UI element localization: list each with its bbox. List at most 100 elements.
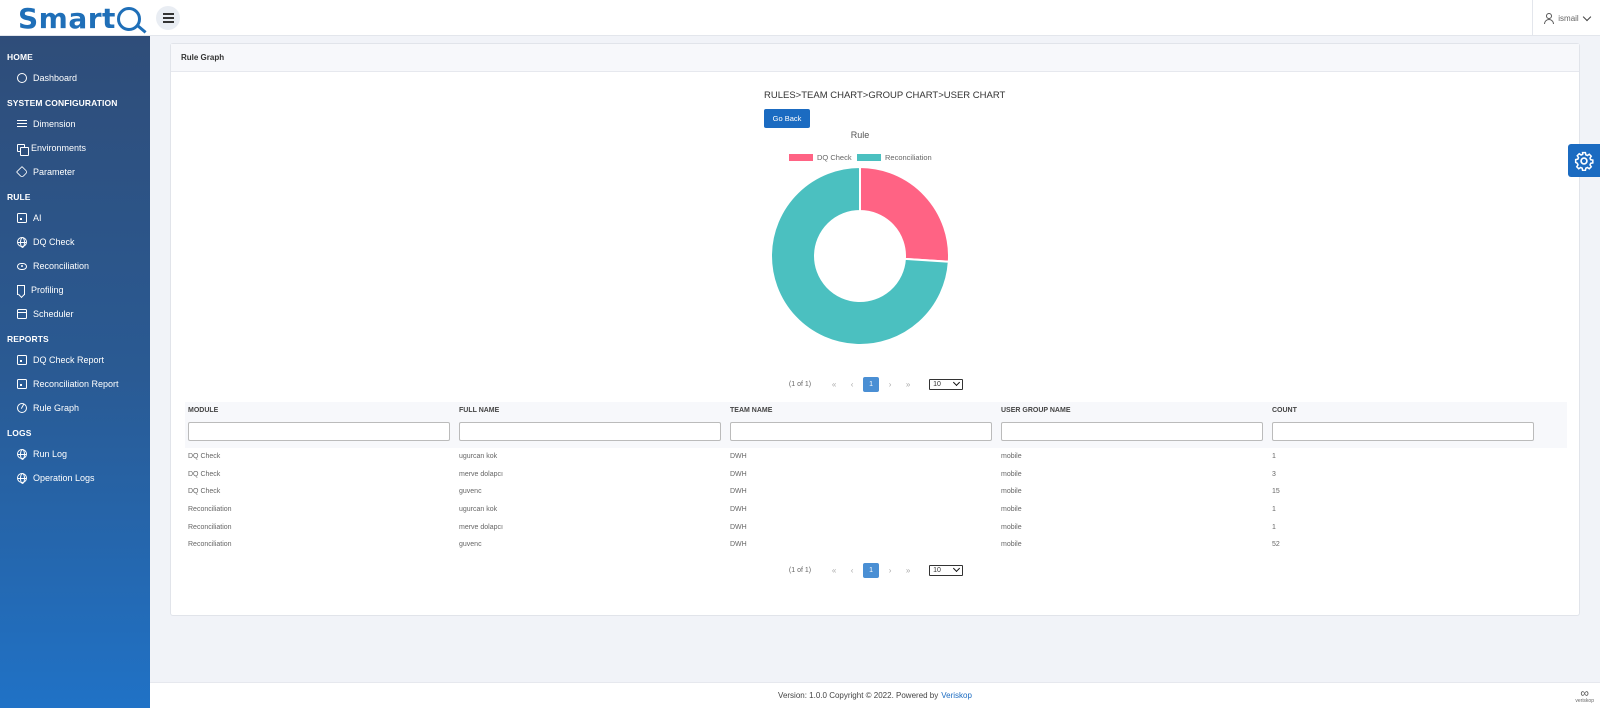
table-cell: mobile <box>1001 523 1022 531</box>
column-header[interactable]: FULL NAME <box>459 407 500 414</box>
column-filter-input[interactable] <box>459 422 721 441</box>
table-cell: 1 <box>1272 506 1276 514</box>
sidebar-item-label: Dashboard <box>33 73 78 83</box>
chevron-down-icon <box>1582 12 1591 21</box>
sidebar-item-label: Run Log <box>33 449 68 459</box>
table-row[interactable]: DQ Check guvenc DWH mobile 15 <box>185 483 1567 501</box>
column-header[interactable]: USER GROUP NAME <box>1001 407 1071 414</box>
chart-pie-icon <box>17 403 27 413</box>
bookmark-icon <box>17 285 25 295</box>
column-filter-input[interactable] <box>1001 422 1263 441</box>
first-page-button[interactable]: « <box>831 379 837 389</box>
sidebar: HOME Dashboard SYSTEM CONFIGURATION Dimensi… <box>0 36 150 708</box>
rows-per-page-select[interactable]: 10 <box>929 378 964 390</box>
sidebar-item-dashboard[interactable]: Dashboard <box>0 66 150 90</box>
table-cell: DQ Check <box>188 470 221 478</box>
sidebar-item-reconciliation[interactable]: Reconciliation <box>0 254 150 278</box>
legend-swatch[interactable] <box>789 154 813 161</box>
sidebar-item-ai[interactable]: AI <box>0 206 150 230</box>
copy-icon <box>17 144 29 156</box>
globe-icon <box>17 449 27 460</box>
rows-per-page-select[interactable]: 10 <box>929 564 964 576</box>
last-page-button[interactable]: » <box>905 379 911 389</box>
page-1-button[interactable]: 1 <box>863 376 880 392</box>
legend-swatch[interactable] <box>857 154 881 161</box>
page-1-button[interactable]: 1 <box>863 562 880 578</box>
table-cell: 52 <box>1272 541 1280 549</box>
column-header[interactable]: MODULE <box>188 407 219 414</box>
infinity-logo-icon: ∞ <box>1580 686 1589 700</box>
table-cell: guvenc <box>459 488 482 496</box>
sidebar-item-label: Reconciliation <box>33 261 90 271</box>
first-page-button[interactable]: « <box>831 565 837 575</box>
prev-page-button[interactable]: ‹ <box>850 565 854 575</box>
user-menu[interactable]: ismail <box>1532 0 1600 36</box>
sidebar-item-scheduler[interactable]: Scheduler <box>0 302 150 326</box>
table-row[interactable]: Reconciliation ugurcan kok DWH mobile 1 <box>185 501 1567 519</box>
sidebar-item-dq-check[interactable]: DQ Check <box>0 230 150 254</box>
menu-toggle-button[interactable] <box>156 6 180 30</box>
table-cell: DWH <box>730 541 747 549</box>
table-cell: DWH <box>730 453 747 460</box>
table-cell: ugurcan kok <box>459 453 498 460</box>
chart-paginator: (1 of 1) « ‹ 1 › » 10 <box>171 376 1581 392</box>
sidebar-item-dq-check-report[interactable]: DQ Check Report <box>0 348 150 372</box>
globe-icon <box>17 237 27 248</box>
sidebar-item-label: Reconciliation Report <box>33 379 119 389</box>
hamburger-icon <box>162 14 174 22</box>
card-title: Rule Graph <box>171 44 1579 72</box>
column-filter-input[interactable] <box>1272 422 1534 441</box>
table-cell: DWH <box>730 523 747 531</box>
table-cell: DQ Check <box>188 453 221 460</box>
last-page-button[interactable]: » <box>905 565 911 575</box>
donut-slice-reconciliation[interactable] <box>770 165 950 346</box>
column-header[interactable]: COUNT <box>1272 407 1297 414</box>
tag-icon <box>15 165 29 179</box>
sidebar-item-profiling[interactable]: Profiling <box>0 278 150 302</box>
settings-button[interactable] <box>1568 144 1600 177</box>
column-filter-input[interactable] <box>730 422 992 441</box>
logo-magnifier-icon <box>116 7 141 31</box>
report-icon <box>17 213 27 223</box>
table-cell: ugurcan kok <box>459 506 498 514</box>
page-info: (1 of 1) <box>788 566 812 574</box>
table-row[interactable]: DQ Check ugurcan kok DWH mobile 1 <box>185 448 1567 466</box>
table-cell: mobile <box>1001 488 1022 496</box>
sidebar-item-label: AI <box>33 213 42 223</box>
sidebar-item-run-log[interactable]: Run Log <box>0 442 150 466</box>
page-info: (1 of 1) <box>788 380 812 388</box>
sidebar-item-parameter[interactable]: Parameter <box>0 160 150 184</box>
donut-slice-dq-check[interactable] <box>859 165 950 263</box>
sidebar-section-title: LOGS <box>7 428 32 438</box>
top-bar: Smart ismail <box>0 0 1600 36</box>
eye-icon <box>17 262 27 270</box>
table-cell: 3 <box>1272 470 1276 478</box>
table-cell: 1 <box>1272 453 1276 460</box>
next-page-button[interactable]: › <box>888 565 892 575</box>
globe-icon <box>17 473 27 484</box>
sidebar-item-reconciliation-report[interactable]: Reconciliation Report <box>0 372 150 396</box>
sidebar-item-label: Operation Logs <box>33 473 95 483</box>
rule-table: MODULE FULL NAME TEAM NAME USER GROUP NAME C… <box>185 402 1567 554</box>
table-row[interactable]: DQ Check merve dolapcı DWH mobile 3 <box>185 466 1567 484</box>
sidebar-item-dimension[interactable]: Dimension <box>0 112 150 136</box>
legend-label[interactable]: DQ Check <box>817 153 852 162</box>
prev-page-button[interactable]: ‹ <box>850 379 854 389</box>
legend-label[interactable]: Reconciliation <box>885 153 932 162</box>
app-logo[interactable]: Smart <box>18 2 141 35</box>
table-cell: Reconciliation <box>188 523 232 531</box>
sidebar-item-environments[interactable]: Environments <box>0 136 150 160</box>
sidebar-item-rule-graph[interactable]: Rule Graph <box>0 396 150 420</box>
chevron-down-icon <box>953 564 961 573</box>
table-row[interactable]: Reconciliation merve dolapcı DWH mobile 1 <box>185 519 1567 537</box>
column-filter-input[interactable] <box>188 422 450 441</box>
sidebar-item-operation-logs[interactable]: Operation Logs <box>0 466 150 490</box>
table-cell: mobile <box>1001 453 1022 460</box>
next-page-button[interactable]: › <box>888 379 892 389</box>
sidebar-item-label: Profiling <box>31 285 64 295</box>
go-back-button[interactable]: Go Back <box>764 109 810 128</box>
column-header[interactable]: TEAM NAME <box>730 407 773 414</box>
table-row[interactable]: Reconciliation guvenc DWH mobile 52 <box>185 536 1567 554</box>
chevron-down-icon <box>953 378 961 387</box>
veriskop-link[interactable]: Veriskop <box>941 691 972 700</box>
